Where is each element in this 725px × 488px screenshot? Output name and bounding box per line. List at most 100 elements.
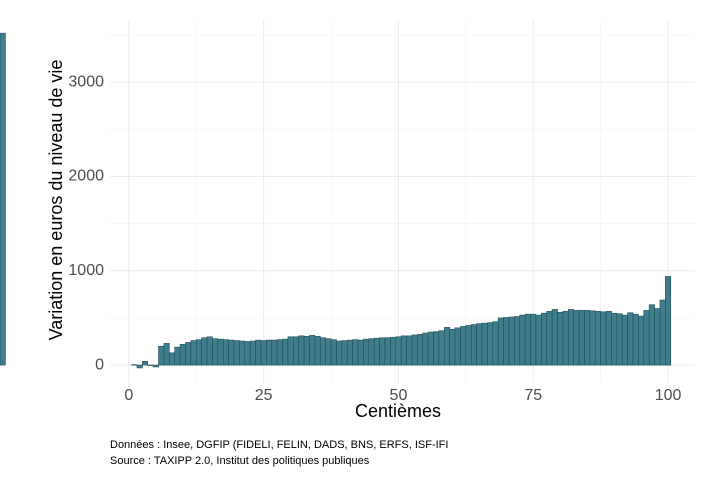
bar: [535, 314, 542, 366]
bar: [131, 364, 138, 366]
bar: [271, 339, 278, 366]
bar: [648, 304, 655, 366]
bar: [546, 311, 553, 366]
bar: [519, 314, 526, 366]
bar: [487, 322, 494, 366]
x-tick-label: 75: [524, 387, 542, 404]
y-tick-label: 1000: [68, 262, 104, 279]
bar: [206, 336, 213, 366]
y-tick-label: 2000: [68, 168, 104, 185]
bar: [384, 337, 391, 366]
bar: [460, 326, 467, 366]
bar: [470, 324, 477, 366]
bar: [287, 336, 294, 366]
bar: [244, 341, 251, 366]
bar: [578, 310, 585, 366]
bar: [643, 310, 650, 366]
bar: [330, 339, 337, 366]
x-tick-label: 0: [124, 387, 133, 404]
bar: [594, 311, 601, 366]
bar: [260, 340, 267, 366]
bar: [551, 309, 558, 366]
bar: [616, 313, 623, 366]
bar: [346, 339, 353, 366]
bar: [406, 335, 413, 366]
bar: [169, 352, 176, 366]
bar: [524, 313, 531, 366]
bar: [363, 338, 370, 366]
bar: [185, 342, 192, 366]
y-tick-label: 0: [95, 356, 104, 373]
caption-line: Source : TAXIPP 2.0, Institut des politi…: [110, 455, 370, 467]
bar: [611, 312, 618, 366]
bar: [449, 328, 456, 366]
bar: [212, 338, 219, 366]
bar: [319, 337, 326, 366]
bar: [508, 316, 515, 366]
bar: [465, 325, 472, 366]
y-axis-title: Variation en euros du niveau de vie: [46, 60, 66, 341]
bar: [357, 339, 364, 366]
bar: [584, 310, 591, 366]
bar: [530, 313, 537, 366]
x-axis-title: Centièmes: [355, 401, 441, 421]
bar: [659, 299, 666, 366]
bar: [325, 338, 332, 366]
bar: [395, 336, 402, 366]
bar: [136, 364, 143, 369]
bar: [627, 312, 634, 366]
bar: [632, 313, 639, 366]
bar: [142, 361, 149, 366]
bar: [239, 340, 246, 366]
bar: [427, 331, 434, 366]
bar: [665, 276, 672, 366]
bar: [217, 338, 224, 366]
bar: [276, 339, 283, 366]
bar: [266, 339, 273, 366]
bar: [152, 364, 159, 368]
bar: [174, 346, 181, 366]
x-tick-label: 25: [255, 387, 273, 404]
bar: [368, 338, 375, 366]
caption-line: Données : Insee, DGFIP (FIDELI, FELIN, D…: [110, 439, 448, 451]
bar: [481, 322, 488, 366]
bar: [341, 340, 348, 366]
bar: [514, 316, 521, 366]
bar: [557, 311, 564, 366]
bar: [336, 340, 343, 366]
bar: [379, 337, 386, 366]
bar: [454, 327, 461, 366]
x-tick-label: 50: [390, 387, 408, 404]
bar: [298, 335, 305, 366]
bar: [503, 317, 510, 366]
bar: [373, 337, 380, 366]
bar: [163, 343, 170, 366]
bar: [147, 364, 154, 366]
bar: [638, 315, 645, 366]
bar: [443, 327, 450, 366]
bar: [303, 336, 310, 366]
bar: [600, 311, 607, 366]
y-tick-label: 3000: [68, 73, 104, 90]
bar: [390, 336, 397, 366]
bar: [492, 321, 499, 366]
bar: [400, 335, 407, 366]
bar: [314, 336, 321, 366]
bar: [309, 335, 316, 366]
bar: [222, 339, 229, 366]
bar: [411, 334, 418, 366]
bar: [433, 331, 440, 366]
bar: [417, 334, 424, 366]
bar: [255, 339, 262, 366]
bar: [497, 317, 504, 366]
bar: [476, 323, 483, 366]
bar: [352, 339, 359, 366]
bar: [562, 311, 569, 366]
bar: [179, 344, 186, 366]
bar: [282, 338, 289, 366]
bar: [0, 32, 6, 366]
bar: [233, 340, 240, 366]
bar: [249, 340, 256, 366]
bar: [201, 337, 208, 366]
